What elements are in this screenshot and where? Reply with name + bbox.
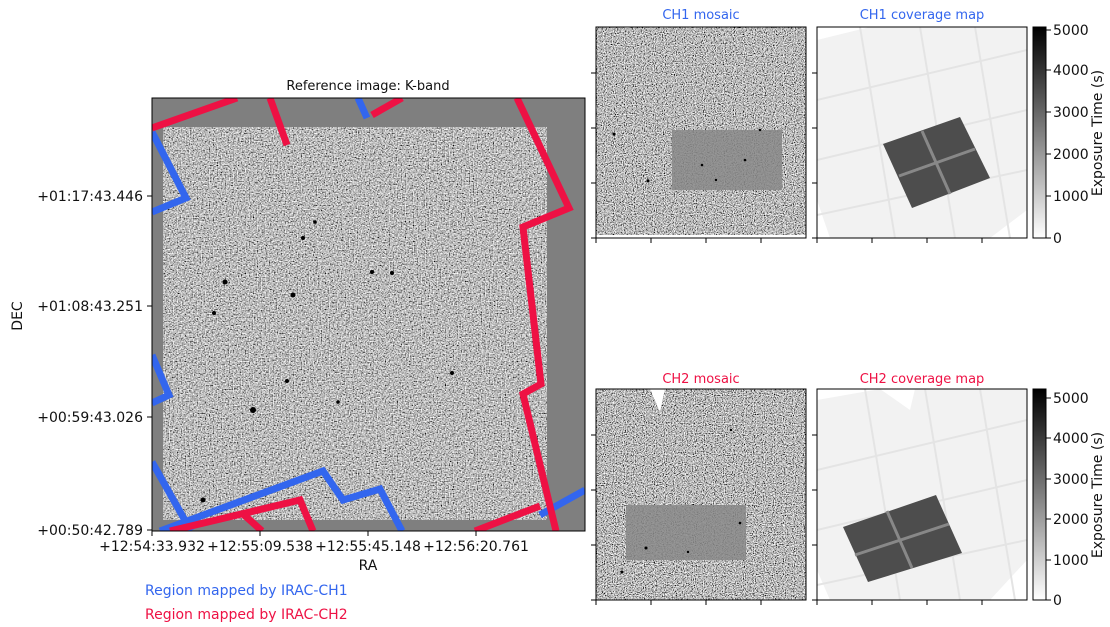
y-tick-label: +01:08:43.251 — [37, 299, 143, 315]
colorbar-tick: 3000 — [1053, 105, 1089, 121]
colorbar-tick: 4000 — [1053, 63, 1089, 79]
main-y-axis: +01:17:43.446 +01:08:43.251 +00:59:43.02… — [10, 189, 152, 539]
ch1-mosaic-panel: CH1 mosaic — [591, 8, 807, 243]
y-tick-label: +00:59:43.026 — [37, 410, 143, 426]
x-tick-label: +12:54:33.932 — [99, 539, 205, 555]
colorbar-tick: 2000 — [1053, 512, 1089, 528]
colorbar-tick: 3000 — [1053, 472, 1089, 488]
colorbar-tick: 5000 — [1053, 23, 1089, 39]
x-tick-label: +12:55:45.148 — [315, 539, 421, 555]
ch1-region-outline — [152, 98, 585, 531]
main-title: Reference image: K-band — [286, 79, 449, 94]
legend-ch2: Region mapped by IRAC-CH2 — [145, 607, 348, 623]
main-panel: Reference image: K-band — [10, 79, 586, 574]
colorbar-tick: 2000 — [1053, 147, 1089, 163]
ch1-colorbar — [1032, 26, 1047, 239]
y-tick-label: +01:17:43.446 — [37, 189, 143, 205]
y-axis-label: DEC — [10, 301, 26, 331]
ch2-colorbar-ticks — [1046, 397, 1051, 601]
ch1-coverage-title: CH1 coverage map — [860, 8, 985, 23]
x-tick-label: +12:56:20.761 — [423, 539, 529, 555]
ch1-colorbar-ticks — [1046, 29, 1051, 239]
ch2-coverage-panel: CH2 coverage map — [812, 372, 1106, 609]
main-x-axis: +12:54:33.932 +12:55:09.538 +12:55:45.14… — [99, 531, 529, 574]
y-tick-label: +00:50:42.789 — [37, 523, 143, 539]
legend-ch1: Region mapped by IRAC-CH1 — [145, 583, 348, 599]
ch2-coverage-title: CH2 coverage map — [860, 372, 985, 387]
colorbar-tick: 4000 — [1053, 431, 1089, 447]
ch1-coverage-panel: CH1 coverage map — [812, 8, 1106, 247]
kband-sources — [200, 220, 454, 503]
colorbar-label: Exposure Time (s) — [1090, 70, 1106, 196]
colorbar-tick: 1000 — [1053, 189, 1089, 205]
x-axis-label: RA — [359, 558, 378, 574]
ch2-mosaic-title: CH2 mosaic — [662, 372, 739, 387]
ch1-mosaic-title: CH1 mosaic — [662, 8, 739, 23]
colorbar-label: Exposure Time (s) — [1090, 432, 1106, 558]
colorbar-tick: 0 — [1053, 593, 1062, 609]
colorbar-tick: 0 — [1053, 231, 1062, 247]
colorbar-tick: 1000 — [1053, 553, 1089, 569]
ch2-mosaic-panel: CH2 mosaic — [591, 372, 807, 605]
ch2-region-outline — [152, 98, 574, 531]
x-tick-label: +12:55:09.538 — [207, 539, 313, 555]
colorbar-tick: 5000 — [1053, 391, 1089, 407]
ch2-colorbar — [1032, 388, 1047, 601]
kband-image-field — [163, 127, 547, 520]
